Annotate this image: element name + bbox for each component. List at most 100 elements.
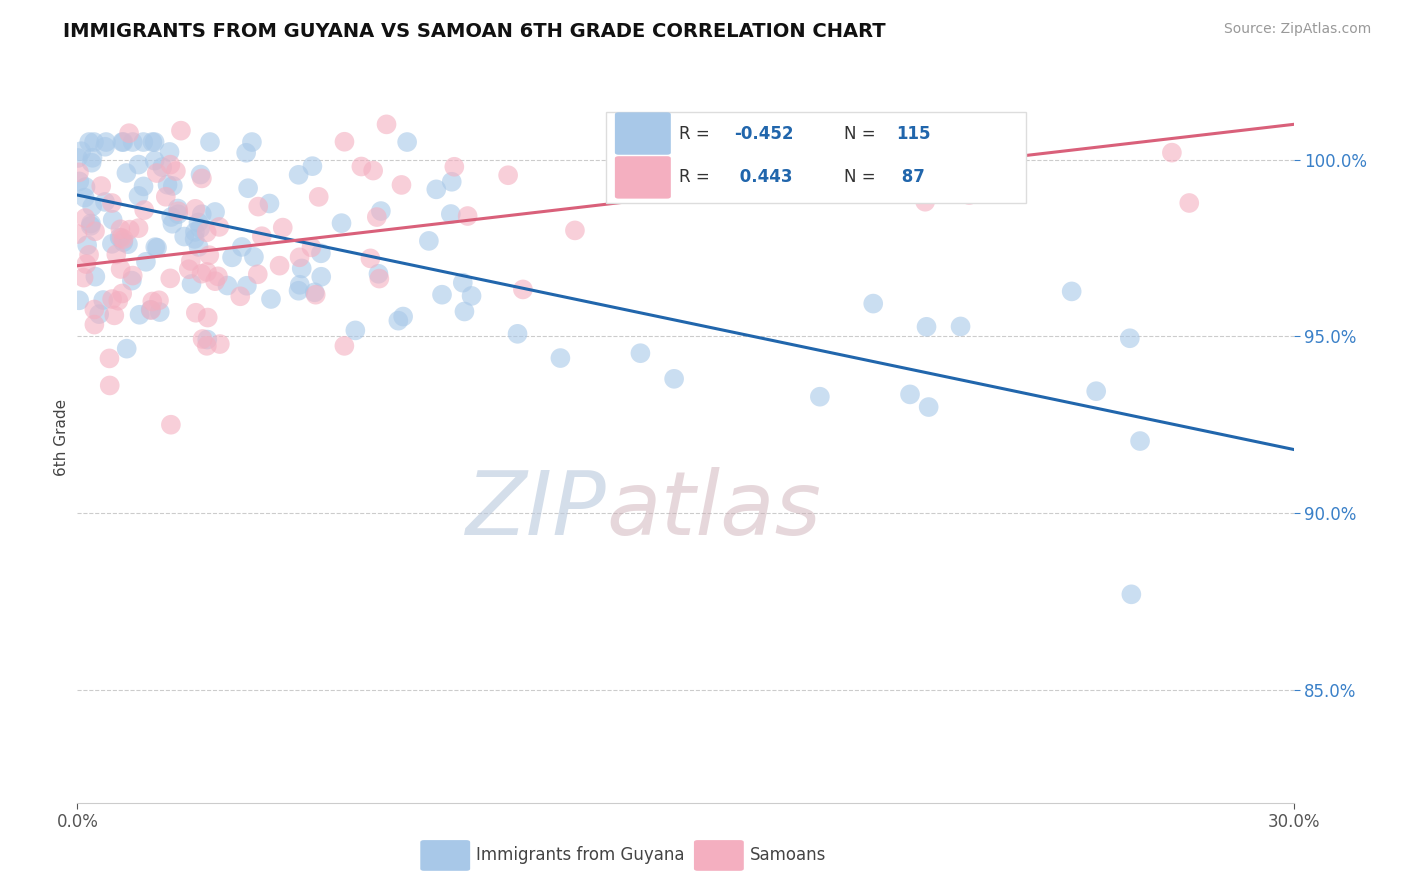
Point	[177, 262, 200, 277]
Point	[112, 232, 135, 246]
Point	[184, 306, 207, 320]
Point	[721, 167, 744, 181]
Point	[110, 262, 132, 277]
Point	[173, 229, 195, 244]
Point	[160, 210, 183, 224]
Point	[128, 221, 150, 235]
Point	[195, 333, 218, 347]
Text: Immigrants from Guyana: Immigrants from Guyana	[477, 847, 685, 864]
Point	[1178, 196, 1201, 211]
Point	[166, 202, 188, 216]
Point	[1119, 331, 1142, 345]
Point	[652, 163, 675, 178]
Point	[118, 222, 141, 236]
Point	[240, 135, 263, 149]
Point	[221, 250, 243, 264]
Point	[94, 140, 117, 154]
Point	[121, 135, 143, 149]
Point	[143, 135, 166, 149]
Point	[430, 287, 453, 301]
Text: 115: 115	[896, 125, 931, 143]
Point	[391, 178, 413, 192]
FancyBboxPatch shape	[695, 840, 744, 871]
Point	[236, 278, 259, 293]
Point	[392, 310, 415, 324]
Point	[115, 166, 138, 180]
Point	[387, 313, 409, 327]
Point	[396, 135, 419, 149]
Point	[184, 225, 207, 239]
Point	[271, 220, 294, 235]
Point	[246, 268, 269, 282]
Point	[146, 166, 169, 180]
Point	[159, 271, 181, 285]
Point	[112, 135, 135, 149]
Text: 87: 87	[896, 169, 925, 186]
Point	[135, 254, 157, 268]
Point	[367, 267, 389, 281]
Point	[146, 241, 169, 255]
Point	[141, 294, 163, 309]
Point	[425, 182, 447, 196]
Y-axis label: 6th Grade: 6th Grade	[53, 399, 69, 475]
Point	[309, 269, 332, 284]
Point	[75, 180, 97, 194]
Point	[108, 230, 131, 244]
Point	[366, 210, 388, 224]
Text: Samoans: Samoans	[749, 847, 827, 864]
Point	[98, 378, 121, 392]
Point	[564, 223, 586, 237]
Point	[235, 145, 257, 160]
Point	[165, 164, 187, 178]
Point	[247, 200, 270, 214]
Text: ZIP: ZIP	[465, 467, 606, 553]
Point	[167, 204, 190, 219]
Point	[67, 293, 90, 308]
Point	[156, 178, 179, 192]
Point	[915, 319, 938, 334]
Point	[167, 207, 190, 221]
Point	[180, 254, 202, 268]
Point	[359, 252, 381, 266]
Point	[260, 292, 283, 306]
Point	[134, 203, 156, 218]
Point	[190, 267, 212, 281]
Point	[957, 188, 980, 202]
Text: atlas: atlas	[606, 467, 821, 553]
Point	[1085, 384, 1108, 399]
Point	[160, 417, 183, 432]
Point	[111, 135, 134, 149]
Point	[333, 339, 356, 353]
Point	[66, 151, 89, 165]
Point	[82, 200, 104, 214]
Point	[82, 151, 104, 165]
Point	[453, 304, 475, 318]
Point	[287, 168, 309, 182]
Point	[107, 293, 129, 308]
Point	[208, 219, 231, 234]
Point	[90, 179, 112, 194]
Point	[162, 217, 184, 231]
Point	[451, 276, 474, 290]
Point	[440, 207, 463, 221]
Point	[204, 205, 226, 219]
Point	[344, 323, 367, 337]
Point	[111, 286, 134, 301]
Text: R =: R =	[679, 125, 716, 143]
Point	[457, 209, 479, 223]
Text: N =: N =	[844, 169, 880, 186]
Point	[333, 135, 356, 149]
Point	[73, 191, 96, 205]
Point	[115, 342, 138, 356]
Point	[208, 337, 231, 351]
Point	[236, 181, 259, 195]
Point	[862, 296, 884, 310]
Point	[188, 221, 211, 235]
Point	[898, 387, 921, 401]
Point	[110, 231, 132, 245]
Point	[89, 307, 111, 321]
Point	[301, 240, 323, 254]
Point	[183, 232, 205, 246]
Point	[141, 135, 163, 149]
Point	[370, 204, 392, 219]
